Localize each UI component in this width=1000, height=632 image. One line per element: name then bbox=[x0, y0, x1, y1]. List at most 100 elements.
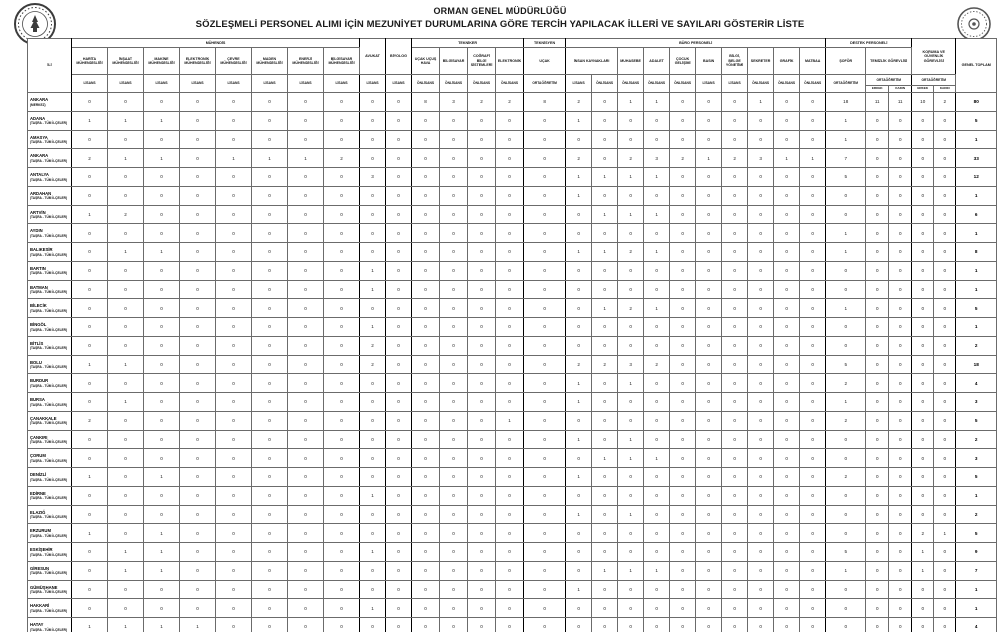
count-cell: 0 bbox=[695, 260, 723, 281]
count-cell: 0 bbox=[721, 298, 749, 318]
count-cell: 0 bbox=[773, 223, 801, 243]
count-cell: 0 bbox=[107, 260, 144, 281]
count-cell: 0 bbox=[495, 373, 525, 393]
count-cell: 0 bbox=[799, 429, 827, 450]
count-cell: 0 bbox=[617, 410, 645, 431]
row-total-cell: 33 bbox=[955, 148, 998, 168]
count-cell: 1 bbox=[495, 410, 525, 431]
count-cell: 1 bbox=[591, 167, 619, 187]
count-cell: 0 bbox=[251, 410, 288, 431]
count-cell: 0 bbox=[865, 335, 890, 356]
count-cell: 0 bbox=[888, 317, 913, 337]
count-cell: 0 bbox=[721, 410, 749, 431]
count-cell: 0 bbox=[669, 467, 697, 487]
count-cell: 0 bbox=[523, 335, 567, 356]
count-cell: 0 bbox=[143, 204, 180, 225]
count-cell: 0 bbox=[467, 373, 497, 393]
count-cell: 0 bbox=[911, 260, 935, 281]
row-total-cell: 8 bbox=[955, 242, 998, 262]
count-cell: 0 bbox=[747, 204, 775, 225]
count-cell: 0 bbox=[933, 542, 957, 562]
count-cell: 0 bbox=[215, 260, 252, 281]
row-total-cell: 1 bbox=[955, 260, 998, 281]
count-cell: 2 bbox=[617, 148, 645, 168]
province-name: HAKKARİ bbox=[30, 603, 50, 609]
count-cell: 0 bbox=[825, 279, 867, 300]
province-label: ELAZIĞ (TAŞRA - TÜM İLÇELER) bbox=[27, 504, 72, 525]
count-cell: 0 bbox=[359, 617, 387, 632]
count-cell: 1 bbox=[565, 110, 593, 131]
column-header: ÖNLİSANS bbox=[591, 74, 619, 93]
count-cell: 0 bbox=[669, 504, 697, 525]
count-cell: 2 bbox=[565, 148, 593, 168]
count-cell: 0 bbox=[695, 560, 723, 581]
count-cell: 0 bbox=[865, 373, 890, 393]
count-cell: 0 bbox=[773, 485, 801, 506]
count-cell: 0 bbox=[565, 335, 593, 356]
count-cell: 0 bbox=[695, 467, 723, 487]
count-cell: 0 bbox=[439, 617, 469, 632]
count-cell: 0 bbox=[179, 204, 216, 225]
row-total-cell: 1 bbox=[955, 598, 998, 618]
count-cell: 0 bbox=[287, 298, 324, 318]
count-cell: 0 bbox=[71, 279, 108, 300]
count-cell: 0 bbox=[911, 392, 935, 412]
count-cell: 0 bbox=[143, 429, 180, 450]
count-cell: 0 bbox=[179, 92, 216, 112]
count-cell: 0 bbox=[495, 542, 525, 562]
count-cell: 0 bbox=[467, 223, 497, 243]
count-cell: 0 bbox=[411, 373, 441, 393]
count-cell: 1 bbox=[565, 504, 593, 525]
count-cell: 0 bbox=[591, 92, 619, 112]
count-cell: 0 bbox=[251, 204, 288, 225]
count-cell: 0 bbox=[71, 485, 108, 506]
count-cell: 0 bbox=[888, 148, 913, 168]
count-cell: 0 bbox=[888, 110, 913, 131]
province-scope: (TAŞRA - TÜM İLÇELER) bbox=[30, 496, 68, 501]
count-cell: 0 bbox=[251, 617, 288, 632]
count-cell: 1 bbox=[565, 392, 593, 412]
count-cell: 0 bbox=[495, 223, 525, 243]
count-cell: 0 bbox=[591, 467, 619, 487]
count-cell: 0 bbox=[523, 448, 567, 468]
count-cell: 1 bbox=[565, 467, 593, 487]
count-cell: 0 bbox=[888, 335, 913, 356]
count-cell: 0 bbox=[747, 298, 775, 318]
count-cell: 0 bbox=[439, 598, 469, 618]
count-cell: 0 bbox=[359, 560, 387, 581]
count-cell: 1 bbox=[359, 485, 387, 506]
count-cell: 0 bbox=[495, 448, 525, 468]
count-cell: 0 bbox=[411, 335, 441, 356]
count-cell: 2 bbox=[495, 92, 525, 112]
province-scope: (TAŞRA - TÜM İLÇELER) bbox=[30, 477, 68, 482]
count-cell: 0 bbox=[747, 260, 775, 281]
count-cell: 0 bbox=[721, 335, 749, 356]
province-label: BATMAN (TAŞRA - TÜM İLÇELER) bbox=[27, 279, 72, 300]
count-cell: 0 bbox=[721, 392, 749, 412]
count-cell: 0 bbox=[911, 373, 935, 393]
column-header: ÇEVRE MÜHENDİSLİĞİ bbox=[215, 47, 252, 75]
province-label: ARTVİN (TAŞRA - TÜM İLÇELER) bbox=[27, 204, 72, 225]
count-cell: 0 bbox=[773, 523, 801, 543]
count-cell: 0 bbox=[933, 429, 957, 450]
count-cell: 0 bbox=[107, 429, 144, 450]
count-cell: 0 bbox=[411, 204, 441, 225]
count-cell: 0 bbox=[495, 429, 525, 450]
count-cell: 0 bbox=[359, 148, 387, 168]
province-scope: (TAŞRA - TÜM İLÇELER) bbox=[30, 458, 68, 463]
count-cell: 0 bbox=[591, 335, 619, 356]
count-cell: 0 bbox=[565, 298, 593, 318]
column-header: KORUMA VE GÜVENLİK GÖREVLİSİ bbox=[911, 38, 957, 75]
count-cell: 0 bbox=[322, 504, 361, 525]
count-cell: 0 bbox=[385, 504, 413, 525]
count-cell: 1 bbox=[179, 617, 216, 632]
count-cell: 2 bbox=[467, 92, 497, 112]
ogm-forestry-emblem-icon bbox=[14, 3, 56, 45]
row-total-cell: 80 bbox=[955, 92, 998, 112]
province-label: BİTLİS (TAŞRA - TÜM İLÇELER) bbox=[27, 335, 72, 356]
count-cell: 0 bbox=[721, 485, 749, 506]
count-cell: 0 bbox=[643, 335, 671, 356]
count-cell: 0 bbox=[215, 129, 252, 150]
count-cell: 0 bbox=[287, 110, 324, 131]
count-cell: 0 bbox=[721, 92, 749, 112]
